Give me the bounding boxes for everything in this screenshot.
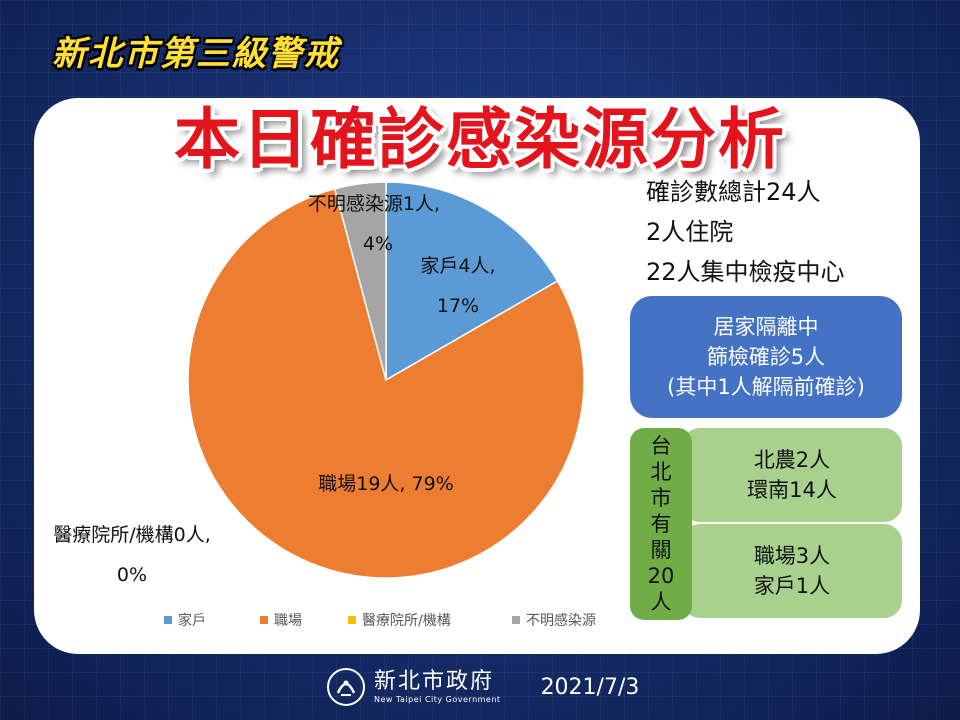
home-isolation-line-3: (其中1人解隔前確診) [667,375,865,399]
report-date: 2021/7/3 [540,674,640,700]
legend-item-workplace: 職場 [260,613,302,629]
legend-label-unknown: 不明感染源 [526,612,596,629]
legend-swatch-medical [348,616,356,624]
vertical-char: 台 [650,434,672,458]
legend-swatch-unknown [512,616,520,624]
taipei-other-line-1: 職場3人 [753,544,831,568]
gov-name: 新北市政府 New Taipei City Government [374,669,501,705]
taipei-other-cell: 職場3人 家戶1人 [682,524,902,618]
taipei-market-cell: 北農2人 環南14人 [682,428,902,523]
data-label-medical: 醫療院所/機構0人, [53,524,211,546]
vertical-char: 有 [650,512,672,536]
hospitalized-count: 2人住院 [646,218,734,246]
legend-item-household: 家戶 [164,612,206,629]
stats-panel: 確診數總計24人 2人住院 22人集中檢疫中心 [646,172,845,292]
vertical-char: 關 [650,538,672,562]
taipei-market-line-1: 北農2人 [753,448,831,472]
pie-slice-workplace [187,187,585,579]
total-cases: 確診數總計24人 [646,178,821,206]
taipei-related-box: 北農2人 環南14人 職場3人 家戶1人 台 北 市 有 關 20 人 [630,428,902,620]
vertical-char: 20 [647,564,675,588]
home-isolation-box: 居家隔離中 篩檢確診5人 (其中1人解隔前確診) [630,296,902,418]
home-isolation-line-1: 居家隔離中 [713,315,819,339]
alert-level-tag: 新北市第三級警戒 [52,34,340,74]
vertical-char: 市 [650,486,672,510]
vertical-char: 人 [650,590,672,614]
legend-item-medical: 醫療院所/機構 [348,612,451,629]
legend-label-workplace: 職場 [274,613,302,629]
vertical-char: 北 [650,460,672,484]
quarantine-count: 22人集中檢疫中心 [646,258,845,286]
data-label-medical: 0% [117,564,147,586]
legend-item-unknown: 不明感染源 [512,612,596,629]
pie-slice-unknown [333,181,387,381]
page-title: 本日確診感染源分析 [174,101,786,178]
new-taipei-logo-icon [327,668,365,706]
data-label-household: 17% [437,295,479,317]
pie-slice-household [385,181,559,382]
footer: 新北市政府 New Taipei City Government 2021/7/… [326,662,639,712]
home-isolation-line-2: 篩檢確診5人 [706,345,826,369]
legend-swatch-household [164,616,172,624]
taipei-related-label: 台 北 市 有 關 20 人 [630,428,692,620]
data-label-household: 家戶4人, [420,255,495,277]
gov-name-zh: 新北市政府 [374,669,495,694]
data-label-unknown: 不明感染源1人, [308,193,440,215]
data-label-workplace: 職場19人, 79% [318,473,454,495]
taipei-market-line-2: 環南14人 [747,478,837,502]
legend-swatch-workplace [260,616,268,624]
data-label-unknown: 4% [363,233,393,255]
gov-name-en: New Taipei City Government [374,695,501,704]
legend-label-medical: 醫療院所/機構 [362,612,451,629]
legend-label-household: 家戶 [178,612,206,629]
taipei-other-line-2: 家戶1人 [753,574,831,598]
